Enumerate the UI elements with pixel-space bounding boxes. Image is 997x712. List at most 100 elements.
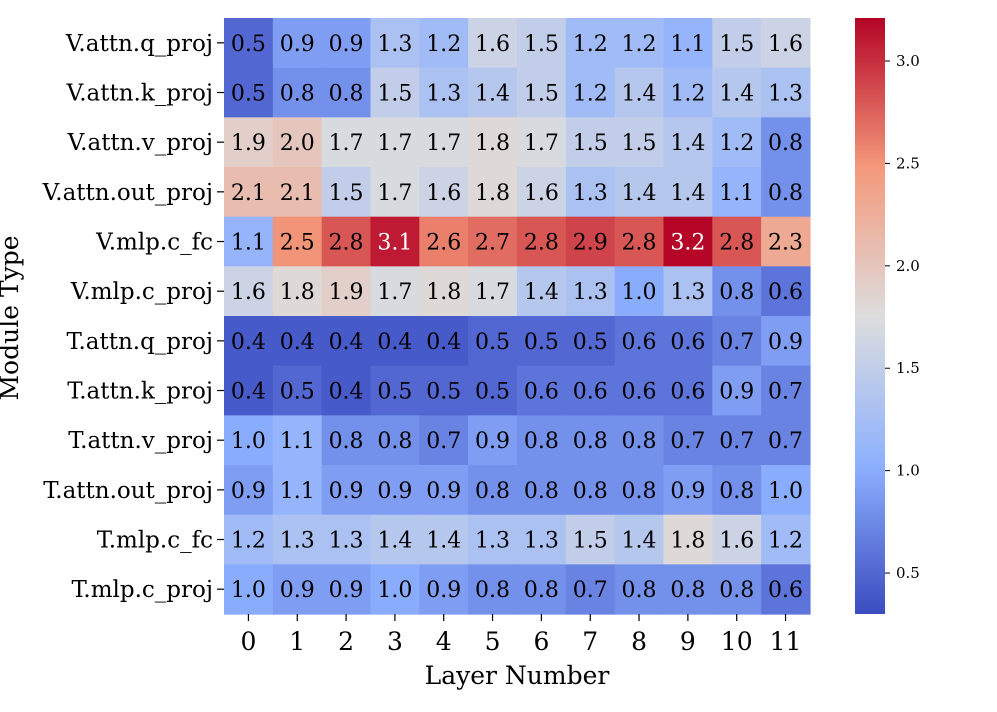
cell-value-label: 2.5 (280, 231, 315, 256)
cell-value-label: 0.5 (573, 330, 608, 355)
cell-value-label: 1.3 (670, 280, 705, 305)
cell-value-label: 1.6 (426, 181, 461, 206)
heatmap-cell (272, 117, 323, 168)
x-tick-label: 10 (721, 627, 753, 656)
heatmap-cell (565, 316, 616, 367)
cell-value-label: 1.4 (670, 181, 705, 206)
cell-value-label: 1.0 (622, 280, 657, 305)
cell-value-label: 1.4 (622, 529, 657, 554)
heatmap-cell (761, 67, 811, 118)
cell-value-label: 0.8 (573, 429, 608, 454)
heatmap-cell (565, 167, 616, 218)
colorbar-ticks: 0.5 1.0 1.5 2.0 2.5 3.0 (885, 52, 920, 582)
cell-value-label: 1.2 (670, 82, 705, 107)
heatmap-cell (224, 67, 274, 118)
cell-value-label: 2.9 (573, 231, 608, 256)
heatmap-cell (565, 266, 616, 317)
cell-value-label: 0.9 (280, 578, 315, 603)
cell-value-label: 1.2 (231, 529, 266, 554)
heatmap-cell (712, 117, 762, 168)
heatmap-cell (565, 18, 616, 69)
heatmap-cell (468, 216, 518, 267)
colorbar-gradient (855, 18, 885, 614)
heatmap-cell (516, 564, 567, 615)
heatmap-cell (614, 514, 665, 565)
heatmap-cell (712, 465, 762, 516)
cell-value-label: 1.5 (719, 32, 754, 57)
heatmap-cell (614, 365, 665, 416)
y-tick-label: T.attn.v_proj (68, 428, 213, 454)
heatmap-cell (468, 415, 518, 466)
heatmap-cell (614, 564, 665, 615)
y-tick-label: V.mlp.c_proj (70, 279, 213, 305)
cell-value-label: 1.3 (475, 529, 510, 554)
cell-value-label: 0.8 (719, 280, 754, 305)
heatmap-cell (663, 18, 713, 69)
x-tick-label: 11 (770, 627, 802, 656)
heatmap-cell (565, 465, 616, 516)
y-tick-label: T.attn.q_proj (66, 329, 213, 355)
heatmap-cell (370, 18, 420, 69)
cell-value-label: 1.4 (622, 181, 657, 206)
heatmap-cell (761, 564, 811, 615)
cell-value-label: 1.2 (573, 82, 608, 107)
heatmap-cell (321, 18, 372, 69)
cell-value-label: 1.2 (719, 131, 754, 156)
heatmap-cells (224, 18, 811, 615)
heatmap-cell (565, 117, 616, 168)
heatmap-cell (321, 266, 372, 317)
cell-value-label: 0.9 (377, 479, 412, 504)
heatmap-cell (321, 167, 372, 218)
heatmap-cell (272, 167, 323, 218)
cell-value-label: 0.9 (719, 380, 754, 405)
heatmap-cell (321, 564, 372, 615)
heatmap-cell (224, 117, 274, 168)
cell-value-label: 2.3 (768, 231, 803, 256)
cell-value-label: 1.1 (280, 429, 315, 454)
heatmap-cell (614, 18, 665, 69)
heatmap-cell (516, 465, 567, 516)
heatmap-cell (419, 415, 469, 466)
cell-value-label: 0.4 (280, 330, 315, 355)
heatmap-cell (614, 216, 665, 267)
heatmap-cell (224, 266, 274, 317)
heatmap-cell (712, 316, 762, 367)
y-tick-label: T.attn.out_proj (43, 478, 213, 504)
x-tick-label: 2 (338, 627, 354, 656)
cell-value-label: 1.6 (524, 181, 559, 206)
heatmap-cell (370, 365, 420, 416)
cell-value-label: 0.4 (329, 330, 364, 355)
y-tick-label: V.attn.q_proj (65, 31, 213, 57)
heatmap-cell (224, 167, 274, 218)
heatmap-cell (272, 514, 323, 565)
cell-value-label: 1.0 (231, 578, 266, 603)
heatmap-cell (321, 316, 372, 367)
cell-value-label: 2.8 (329, 231, 364, 256)
heatmap-cell (321, 67, 372, 118)
y-tick-label: V.mlp.c_fc (95, 230, 213, 256)
cell-value-label: 0.7 (426, 429, 461, 454)
x-tick-label: 7 (582, 627, 598, 656)
heatmap-cell (614, 167, 665, 218)
heatmap-cell (565, 514, 616, 565)
cell-value-label: 1.8 (475, 181, 510, 206)
heatmap-cell (224, 216, 274, 267)
heatmap-cell (224, 514, 274, 565)
cell-value-label: 0.6 (524, 380, 559, 405)
cell-value-label: 1.1 (719, 181, 754, 206)
cell-value-label: 0.5 (231, 82, 266, 107)
heatmap-cell (468, 18, 518, 69)
cell-value-label: 0.4 (329, 380, 364, 405)
heatmap-cell (468, 465, 518, 516)
cell-value-label: 0.8 (622, 479, 657, 504)
heatmap-cell (224, 415, 274, 466)
colorbar-tick-label: 2.5 (896, 154, 920, 172)
cell-value-label: 1.0 (231, 429, 266, 454)
heatmap-cell (516, 67, 567, 118)
heatmap-cell (712, 266, 762, 317)
cell-value-label: 1.7 (377, 181, 412, 206)
heatmap-cell (468, 514, 518, 565)
cell-value-label: 0.4 (426, 330, 461, 355)
heatmap-cell (468, 167, 518, 218)
cell-value-label: 1.7 (329, 131, 364, 156)
